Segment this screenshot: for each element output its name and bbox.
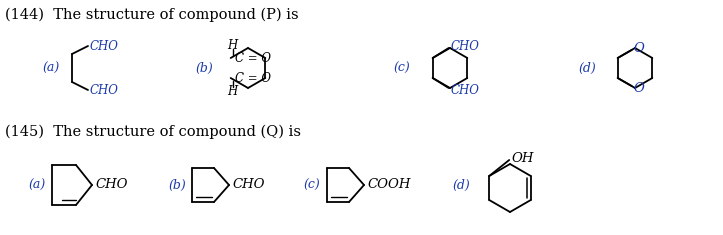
- Text: (d): (d): [578, 62, 596, 74]
- Text: CHO: CHO: [95, 179, 127, 192]
- Text: CHO: CHO: [450, 83, 479, 97]
- Text: (b): (b): [168, 179, 186, 192]
- Text: (c): (c): [303, 179, 320, 192]
- Text: CHO: CHO: [90, 83, 119, 97]
- Text: CHO: CHO: [450, 39, 479, 52]
- Text: (a): (a): [42, 62, 59, 74]
- Text: C = O: C = O: [235, 51, 270, 64]
- Text: H: H: [228, 85, 238, 98]
- Text: CHO: CHO: [232, 179, 265, 192]
- Text: COOH: COOH: [367, 179, 411, 192]
- Text: CHO: CHO: [90, 39, 119, 52]
- Text: C = O: C = O: [235, 71, 270, 85]
- Text: (b): (b): [195, 62, 213, 74]
- Text: H: H: [228, 39, 238, 51]
- Text: O: O: [633, 42, 644, 55]
- Text: (a): (a): [28, 179, 46, 192]
- Text: OH: OH: [511, 152, 534, 164]
- Text: (145)  The structure of compound (Q) is: (145) The structure of compound (Q) is: [5, 125, 301, 139]
- Text: (d): (d): [452, 179, 470, 192]
- Text: (c): (c): [393, 62, 410, 74]
- Text: O: O: [633, 82, 644, 94]
- Text: (144)  The structure of compound (P) is: (144) The structure of compound (P) is: [5, 8, 299, 22]
